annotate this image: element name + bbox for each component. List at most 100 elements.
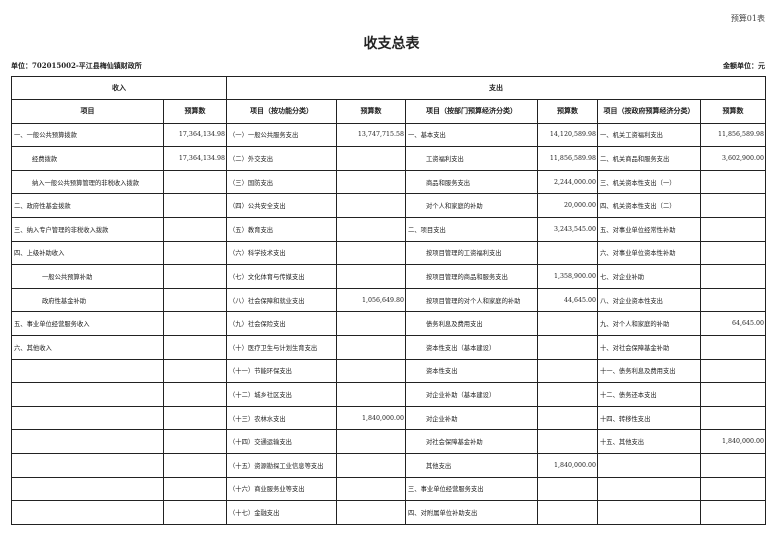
budget-amount-cell (336, 382, 406, 407)
budget-amount-cell (699, 452, 767, 478)
column-header: 预算数 (537, 99, 598, 124)
budget-amount-cell (699, 334, 767, 360)
budget-amount-cell (699, 193, 767, 218)
table-row: （十四）交通运输支出 对社会保障基金补助 十五、其他支出 1,840,000.00 (11, 429, 767, 454)
budget-amount-cell: 3,243,545.00 (537, 216, 598, 242)
column-header: 预算数 (336, 99, 406, 124)
item-name-cell: （十一）节能环保支出 (226, 358, 337, 384)
budget-amount-cell (163, 287, 227, 313)
budget-amount-cell (163, 216, 227, 242)
budget-amount-cell (336, 500, 406, 525)
item-name-cell: 九、对个人和家庭的补助 (597, 311, 701, 336)
item-name-cell: 六、对事业单位资本性补助 (597, 240, 701, 266)
item-name-cell (11, 405, 164, 431)
item-name-cell: 按项目管理的工资福利支出 (405, 240, 538, 266)
item-name-cell: （九）社会保险支出 (226, 311, 337, 336)
item-name-cell: 十五、其他支出 (597, 429, 701, 454)
item-name-cell: 十一、债务利息及费用支出 (597, 358, 701, 384)
table-row: 三、纳入专户管理的非税收入拨款 （五）教育支出 二、项目支出 3,243,545.00… (11, 216, 767, 242)
column-header: 项目 (11, 99, 164, 124)
item-name-cell: 十二、债务还本支出 (597, 382, 701, 407)
budget-amount-cell: 1,358,900.00 (537, 264, 598, 289)
budget-amount-cell (163, 264, 227, 289)
budget-amount-cell (336, 169, 406, 195)
budget-amount-cell (537, 240, 598, 266)
item-name-cell: （十五）资源勘探工业信息等支出 (226, 452, 337, 478)
item-name-cell: （八）社会保障和就业支出 (226, 287, 337, 313)
budget-amount-cell (336, 216, 406, 242)
table-row: （十五）资源勘探工业信息等支出 其他支出 1,840,000.00 (11, 452, 767, 478)
budget-amount-cell (537, 382, 598, 407)
item-name-cell: 资本性支出（基本建设） (405, 334, 538, 360)
item-name-cell (11, 358, 164, 384)
table-row: 政府性基金补助 （八）社会保障和就业支出 1,056,649.80 按项目管理的对个人… (11, 287, 767, 313)
budget-amount-cell: 1,840,000.00 (699, 429, 767, 454)
budget-amount-cell: 44,645.00 (537, 287, 598, 313)
item-name-cell: （十六）商业服务业等支出 (226, 476, 337, 502)
item-name-cell: 二、机关商品和服务支出 (597, 146, 701, 171)
item-name-cell: 五、事业单位经营服务收入 (11, 311, 164, 336)
budget-amount-cell (163, 334, 227, 360)
item-name-cell: 四、机关资本性支出（二） (597, 193, 701, 218)
item-name-cell: 政府性基金补助 (11, 287, 164, 313)
table-row: 四、上级补助收入 （六）科学技术支出 按项目管理的工资福利支出 六、对事业单位资本性补… (11, 240, 767, 266)
table-row: 一般公共预算补助 （七）文化体育与传媒支出 按项目管理的商品和服务支出 1,358,9… (11, 264, 767, 289)
budget-amount-cell (537, 334, 598, 360)
column-header: 预算数 (163, 99, 227, 124)
item-name-cell: 七、对企业补助 (597, 264, 701, 289)
item-name-cell: （四）公共安全支出 (226, 193, 337, 218)
item-name-cell: 债务利息及费用支出 (405, 311, 538, 336)
item-name-cell (11, 382, 164, 407)
item-name-cell (11, 429, 164, 454)
organization-unit: 单位：702015002-平江县梅仙镇财政所 (11, 61, 142, 70)
budget-amount-cell (163, 240, 227, 266)
table-row: （十七）金融支出 四、对附属单位补助支出 (11, 500, 767, 525)
budget-amount-cell (699, 287, 767, 313)
expense-header: 支出 (225, 76, 767, 100)
item-name-cell: 二、政府性基金拨款 (11, 193, 164, 218)
budget-amount-cell: 1,840,000.00 (336, 405, 406, 431)
budget-amount-cell: 2,244,000.00 (537, 169, 598, 195)
item-name-cell: （五）教育支出 (226, 216, 337, 242)
item-name-cell: 资本性支出 (405, 358, 538, 384)
item-name-cell: 一般公共预算补助 (11, 264, 164, 289)
budget-amount-cell (336, 452, 406, 478)
budget-amount-cell (336, 264, 406, 289)
budget-amount-cell (699, 476, 767, 502)
item-name-cell: 三、机关资本性支出（一） (597, 169, 701, 195)
budget-amount-cell (537, 311, 598, 336)
budget-amount-cell (163, 500, 227, 525)
item-name-cell: （十四）交通运输支出 (226, 429, 337, 454)
budget-amount-cell (336, 193, 406, 218)
item-name-cell: 其他支出 (405, 452, 538, 478)
item-name-cell: 三、事业单位经营服务支出 (405, 476, 538, 502)
item-name-cell: （十二）城乡社区支出 (226, 382, 337, 407)
budget-amount-cell (163, 429, 227, 454)
item-name-cell: 十、对社会保障基金补助 (597, 334, 701, 360)
budget-amount-cell (537, 429, 598, 454)
item-name-cell: 经费拨款 (11, 146, 164, 171)
table-row: 二、政府性基金拨款 （四）公共安全支出 对个人和家庭的补助 20,000.00 四、机关… (11, 193, 767, 218)
item-name-cell: （三）国防支出 (226, 169, 337, 195)
table-row: 五、事业单位经营服务收入 （九）社会保险支出 债务利息及费用支出 九、对个人和家庭的补… (11, 311, 767, 336)
item-name-cell: 对企业补助 (405, 405, 538, 431)
item-name-cell: 纳入一般公共预算管理的非税收入拨款 (11, 169, 164, 195)
budget-amount-cell: 20,000.00 (537, 193, 598, 218)
budget-amount-cell (336, 146, 406, 171)
budget-amount-cell (699, 216, 767, 242)
item-name-cell: 一、机关工资福利支出 (597, 122, 701, 148)
column-header: 项目（按政府预算经济分类） (597, 99, 701, 124)
item-name-cell: 对企业补助（基本建设） (405, 382, 538, 407)
budget-amount-cell (336, 240, 406, 266)
item-name-cell: （十三）农林水支出 (226, 405, 337, 431)
budget-amount-cell (537, 476, 598, 502)
budget-amount-cell (699, 358, 767, 384)
budget-amount-cell (537, 500, 598, 525)
item-name-cell: （十）医疗卫生与计划生育支出 (226, 334, 337, 360)
column-header: 项目（按部门预算经济分类） (405, 99, 538, 124)
page-title: 收支总表 (363, 36, 420, 52)
budget-amount-cell: 1,840,000.00 (537, 452, 598, 478)
item-name-cell: 工资福利支出 (405, 146, 538, 171)
budget-amount-cell (163, 193, 227, 218)
budget-amount-cell (537, 405, 598, 431)
